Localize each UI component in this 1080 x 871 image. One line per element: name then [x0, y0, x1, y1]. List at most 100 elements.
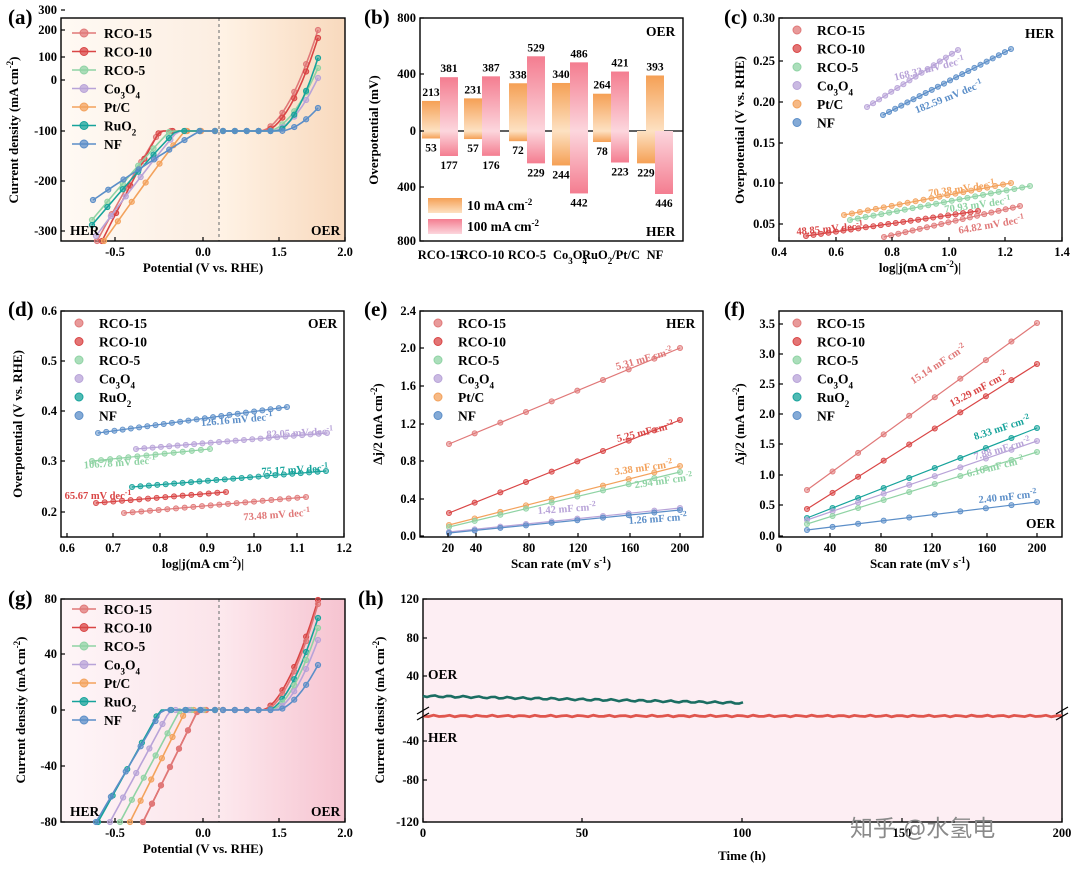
slope-label: 2.94 mF cm-2: [633, 469, 693, 491]
xtick-label: 0: [420, 826, 426, 840]
ytick-label: 80: [407, 631, 420, 645]
legend-marker: [79, 65, 89, 75]
curve-point: [303, 656, 310, 664]
xtick-label: 200: [1053, 826, 1072, 840]
panel-c-label: (c): [724, 5, 747, 29]
fit-line: [135, 432, 328, 450]
slope-label: 1.42 mF cm-2: [537, 498, 596, 517]
bar-value: 486: [570, 48, 588, 60]
xtick-label: 0.9: [199, 541, 215, 555]
legend-marker: [79, 84, 89, 93]
bar-value: 340: [552, 69, 570, 81]
legend-marker: [79, 47, 89, 56]
curve-point: [303, 681, 310, 688]
legend-marker: [433, 318, 443, 328]
fit-line: [806, 440, 1038, 521]
bar-her-10: [464, 131, 482, 140]
bar-value: 177: [440, 160, 458, 172]
legend-entry: NF: [99, 409, 117, 424]
fit-line: [448, 347, 681, 445]
xtick-label: 150: [893, 826, 912, 840]
panel-g-ylabel: Current density (mA cm-2): [12, 636, 28, 783]
xtick-label: 1.0: [941, 245, 957, 259]
legend-entry: RCO-5: [99, 353, 141, 368]
panel-d-ylabel: Overpotential (V vs. RHE): [10, 350, 25, 498]
curve-point: [92, 818, 100, 826]
xtick-label: 0.8: [152, 541, 168, 555]
curve-point: [291, 123, 298, 131]
slope-label: 126.16 mV dec-1: [200, 408, 273, 429]
fit-line: [448, 507, 681, 533]
slope-label: 82.05 mV dec-1: [266, 423, 334, 441]
legend-entry: RCO-10: [104, 621, 152, 636]
xtick-label: 0: [776, 541, 782, 555]
legend-marker: [79, 641, 89, 651]
slope-label: 65.67 mV dec-1: [65, 488, 132, 503]
curve-point: [267, 706, 274, 714]
slope-label: 5.31 mF cm-2: [614, 343, 674, 373]
xtick-label: 0.6: [59, 541, 75, 555]
legend-entry: RCO-15: [104, 26, 152, 41]
curve-point: [166, 146, 173, 153]
xtick-label: 120: [569, 541, 588, 555]
panel-a-her-bg: [61, 18, 219, 241]
panel-g-oer-label: OER: [311, 804, 341, 819]
xtick-label: 40: [824, 541, 837, 555]
legend-entry: Co3O4: [104, 658, 141, 677]
curve-point: [303, 638, 310, 645]
legend-marker: [433, 392, 443, 402]
ytick-label: 80: [45, 592, 58, 606]
legend-marker: [792, 25, 802, 35]
ytick-label: -40: [40, 759, 57, 773]
legend-marker: [74, 392, 84, 402]
panel-h-her-label: HER: [428, 730, 458, 745]
panel-e-ylabel: Δj/2 (mA cm-2): [369, 383, 385, 464]
bar-oer-100: [570, 62, 588, 131]
panel-c-corner: HER: [1025, 26, 1055, 41]
legend-marker: [79, 697, 89, 706]
curve-point: [303, 87, 310, 94]
panel-b-bars: 2133815317723138757176338529722293404862…: [422, 42, 673, 210]
fit-line: [97, 406, 288, 434]
curve-point: [180, 712, 187, 719]
xtick-label: 1.2: [997, 245, 1013, 259]
category-label: RCO-5: [508, 248, 546, 262]
legend-marker: [792, 318, 802, 328]
curve-point: [142, 179, 149, 186]
bar-oer-100: [527, 56, 545, 132]
curve-point: [314, 64, 322, 72]
ytick-label: 2.4: [400, 304, 416, 318]
curve-point: [155, 130, 162, 137]
ytick-label: -120: [396, 815, 419, 829]
legend-entry: NF: [817, 116, 835, 131]
ytick-label: 0: [410, 124, 416, 138]
slope-label: 70.38 mV dec-1: [927, 176, 995, 200]
fit-line: [131, 470, 327, 488]
xtick-label: 200: [671, 541, 690, 555]
xtick-label: 50: [576, 826, 589, 840]
ytick-label: 0.15: [753, 136, 775, 150]
panel-e-yticks: 0.0 0.4 0.8 1.2 1.6 2.0 2.4: [400, 304, 424, 543]
panel-d-oer-tafel: (d) 0.6 0.7 0.8 0.9 1.0 1.1 1.2 0.20.30.40.50.…: [8, 297, 352, 571]
slope-label: 70.93 mV dec-1: [943, 192, 1011, 216]
fit-line: [95, 491, 227, 504]
ytick-label: 100: [38, 50, 57, 64]
panel-f-xticks: 0 40 80 120 160 200: [776, 533, 1046, 555]
panel-h-label: (h): [358, 586, 384, 610]
panel-f-annotations: 15.14 mF cm-213.29 mF cm-28.33 mF cm-27.…: [909, 340, 1037, 506]
fit-line: [448, 465, 681, 526]
curve-point: [100, 237, 108, 245]
curve-point: [148, 776, 155, 783]
curve-point: [105, 186, 112, 193]
curve-point: [152, 752, 159, 759]
panel-a-curves: [88, 26, 322, 245]
legend-marker: [74, 337, 84, 346]
curve-point: [119, 186, 126, 193]
curve-point: [128, 796, 135, 803]
ytick-label: 0.6: [41, 304, 57, 318]
legend-marker: [792, 62, 802, 72]
legend-entry: Pt/C: [458, 390, 484, 405]
panel-h-yticks: 120 80 40 -40 -80 -120: [396, 592, 427, 829]
curve-point: [279, 705, 286, 712]
